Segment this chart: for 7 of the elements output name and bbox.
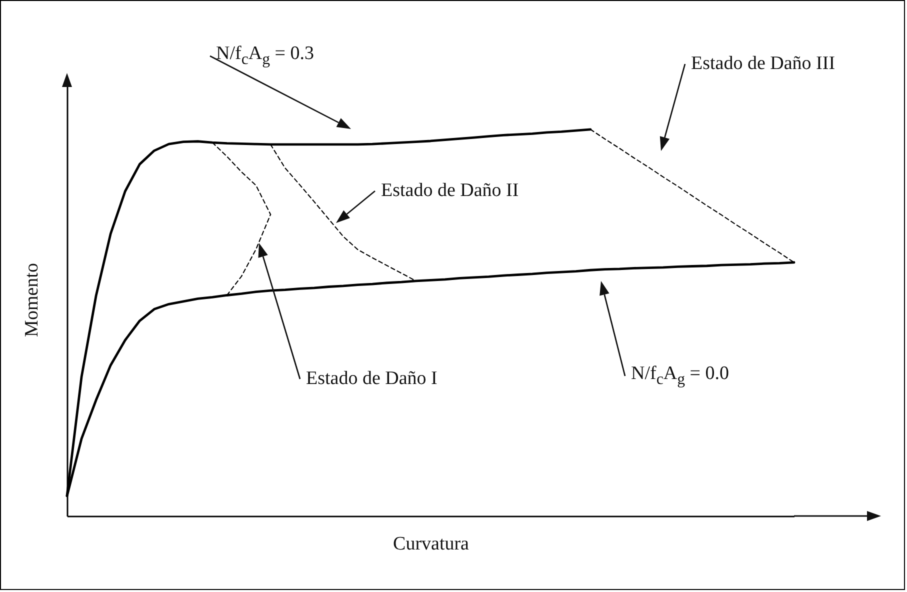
text: Estado de Daño III (691, 53, 836, 75)
text: N/f$_{c}$A$_{g}$ = 0.3 (216, 43, 314, 69)
y-axis-title: Momento (22, 263, 42, 337)
x-axis-title: Curvatura (393, 534, 470, 554)
annotation: Estado de Daño II (381, 180, 519, 202)
annotation: Estado de Daño I (306, 368, 438, 390)
annotation: N/f$_{c}$A$_{g}$ = 0.0 (631, 363, 729, 389)
